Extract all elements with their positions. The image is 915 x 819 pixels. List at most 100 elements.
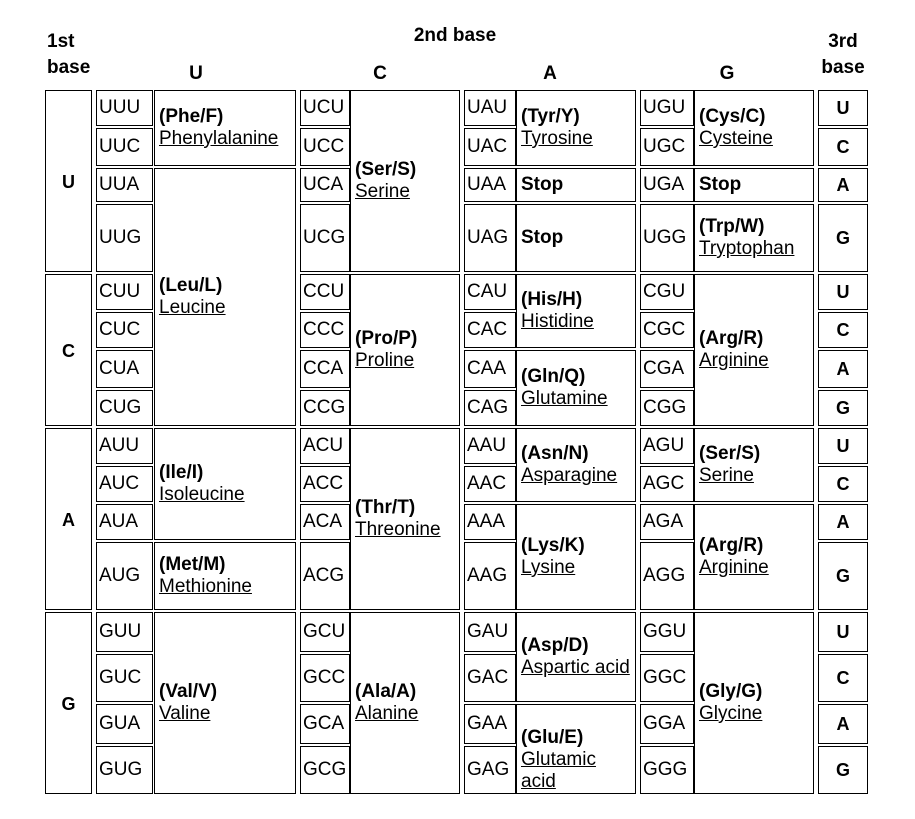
codon: GUG [99, 759, 143, 780]
codon-box [96, 612, 153, 652]
codon: GGU [643, 621, 687, 642]
codon-box [464, 350, 516, 388]
amino-acid-name: Glutamine [521, 388, 608, 409]
codon-box [96, 704, 153, 744]
codon: AGU [643, 435, 685, 456]
third-base-box [818, 542, 868, 610]
header-third-base-1: 3rd [828, 31, 858, 52]
codon-box [640, 654, 694, 702]
amino-acid-name: Threonine [355, 519, 441, 540]
codon-box [96, 466, 153, 502]
amino-acid-abbr: (Gln/Q) [521, 366, 586, 387]
codon-box [300, 428, 350, 464]
header-col-g: G [719, 63, 735, 84]
third-base-box [818, 654, 868, 702]
third-base-label: U [836, 282, 850, 302]
third-base-label: A [836, 359, 850, 379]
amino-acid-name: Cysteine [699, 128, 773, 149]
third-base-box [818, 746, 868, 794]
codon-box [464, 390, 516, 426]
third-base-box [818, 204, 868, 272]
amino-acid: (Ala/A) Alanine [350, 681, 459, 725]
amino-acid-name: Asparagine [521, 465, 618, 486]
codon-box [640, 428, 694, 464]
amino-acid-abbr: (Thr/T) [355, 497, 416, 518]
codon-box [464, 90, 516, 126]
amino-acid-name: Methionine [159, 576, 252, 597]
codon: UCG [303, 227, 346, 248]
codon-box [96, 428, 153, 464]
codon-box [464, 542, 516, 610]
first-base-label: G [61, 694, 76, 714]
third-base-box [818, 612, 868, 652]
amino-acid-box [516, 504, 636, 610]
codon-box [640, 312, 694, 348]
amino-acid: (Arg/R) Arginine [694, 535, 813, 579]
codon: CAC [467, 319, 508, 340]
codon: GCA [303, 713, 345, 734]
header-third-base-2: base [821, 57, 865, 78]
header-first-base-1: 1st [47, 31, 75, 52]
third-base-label: A [836, 714, 850, 734]
amino-acid-box [350, 90, 460, 272]
header-col-c: C [373, 63, 387, 84]
codon-box [96, 128, 153, 166]
codon-box [300, 350, 350, 388]
first-base-box [45, 90, 92, 272]
amino-acid-abbr: (Tyr/Y) [521, 106, 580, 127]
amino-acid-name: Proline [355, 350, 415, 371]
codon-box [640, 504, 694, 540]
codon: UGU [643, 97, 686, 118]
codon-box [300, 466, 350, 502]
third-base-label: C [836, 137, 850, 157]
amino-acid-name: Valine [159, 703, 211, 724]
amino-acid-abbr: (Asp/D) [521, 635, 589, 656]
amino-acid-abbr: (Lys/K) [521, 535, 585, 556]
codon-box [300, 128, 350, 166]
amino-acid-box [694, 204, 814, 272]
amino-acid-name: Serine [355, 181, 410, 202]
amino-acid-box [694, 168, 814, 202]
third-base-box [818, 312, 868, 348]
codon-box [464, 504, 516, 540]
codon-box [464, 428, 516, 464]
amino-acid-box [516, 704, 636, 794]
codon: GAA [467, 713, 508, 734]
codon-box [300, 274, 350, 310]
codon: ACU [303, 435, 344, 456]
codon-box [300, 542, 350, 610]
amino-acid: (Val/V) Valine [154, 681, 295, 725]
codon: AUU [99, 435, 140, 456]
codon: AAG [467, 565, 508, 586]
codon-box [640, 274, 694, 310]
codon: GCG [303, 759, 347, 780]
amino-acid-abbr: (Leu/L) [159, 275, 223, 296]
codon-box [96, 168, 153, 202]
codon: CUA [99, 358, 140, 379]
header-col-u: U [189, 63, 203, 84]
third-base-box [818, 504, 868, 540]
amino-acid-name: Glutamic acid [521, 749, 596, 792]
codon: CGG [643, 397, 687, 418]
amino-acid-box [516, 428, 636, 502]
amino-acid-name: Arginine [699, 557, 769, 578]
amino-acid: (Trp/W) Tryptophan [694, 216, 813, 260]
codon-box [96, 746, 153, 794]
codon: CAA [467, 358, 507, 379]
codon-box [96, 90, 153, 126]
codon-box [96, 274, 153, 310]
third-base-box [818, 128, 868, 166]
amino-acid: (Phe/F) Phenylalanine [154, 106, 295, 150]
codon-box [640, 704, 694, 744]
codon-box [464, 204, 516, 272]
amino-acid-abbr: (Val/V) [159, 681, 218, 702]
codon-box [464, 746, 516, 794]
amino-acid-box [154, 542, 296, 610]
third-base-label: U [836, 436, 850, 456]
codon: CCC [303, 319, 345, 340]
codon: ACC [303, 473, 344, 494]
amino-acid: (Ser/S) Serine [350, 159, 459, 203]
amino-acid-abbr: (Arg/R) [699, 535, 764, 556]
amino-acid-name: Histidine [521, 311, 594, 332]
amino-acid-abbr: (Trp/W) [699, 216, 765, 237]
